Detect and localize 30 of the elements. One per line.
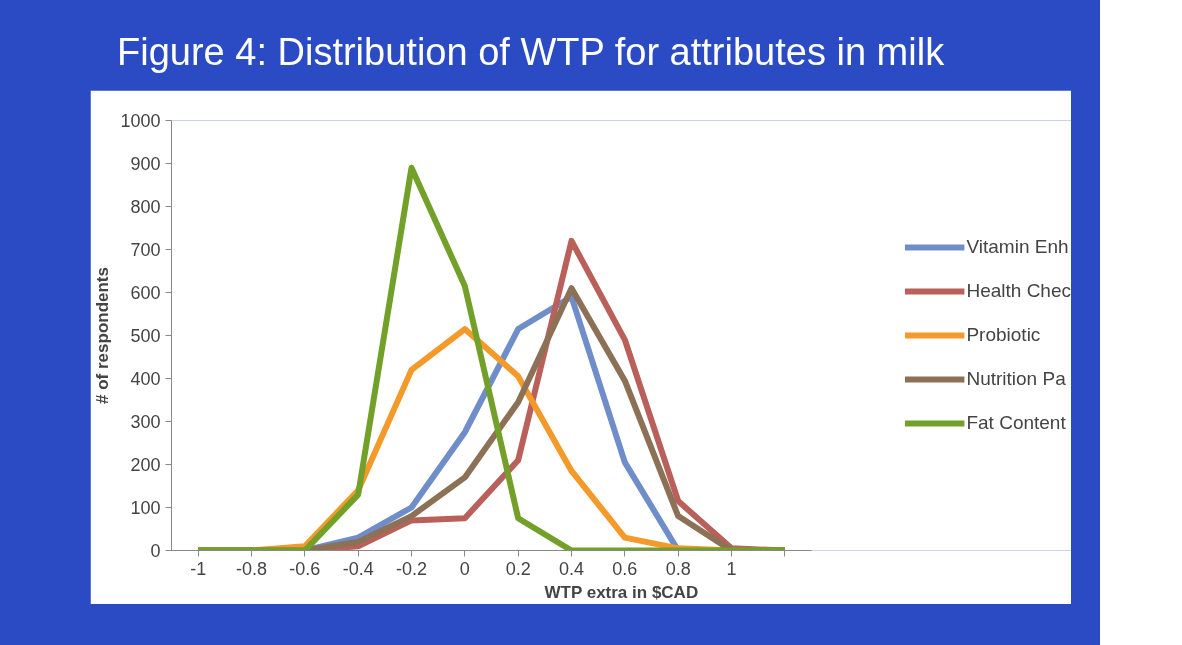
x-tick-label: 1 [726,558,737,579]
x-tick-label: 0.6 [612,558,638,579]
x-tick-label: 0.2 [505,558,531,579]
y-tick-label: 200 [130,455,161,475]
y-tick-label: 600 [130,283,161,303]
x-axis-title: WTP extra in $CAD [544,582,699,602]
y-axis-title: # of respondents [93,267,113,404]
x-tick-label: -0.4 [342,558,374,579]
x-tick-label: 0.4 [558,558,585,579]
y-tick-label: 400 [130,369,161,389]
legend-label: Vitamin Enh [966,236,1069,258]
x-tick-label: -0.2 [395,558,428,579]
y-tick-label: 0 [150,541,161,561]
x-tick-label: -0.6 [289,558,321,579]
legend-label: Health Chec [966,280,1071,302]
legend-label: Fat Content [966,412,1066,434]
legend-label: Probiotic [966,324,1041,346]
y-tick-label: 300 [130,412,161,432]
y-tick-label: 700 [130,240,161,260]
y-tick-label: 500 [130,326,161,346]
x-tick-label: 0.8 [665,558,691,579]
y-tick-label: 900 [130,154,161,174]
y-tick-label: 100 [130,498,161,518]
x-tick-label: -1 [190,558,207,579]
x-tick-label: 0 [459,558,470,579]
legend-label: Nutrition Pa [966,368,1066,390]
x-tick-label: -0.8 [235,558,268,579]
y-tick-label: 1000 [120,111,161,131]
y-tick-label: 800 [130,197,161,217]
chart-title: Figure 4: Distribution of WTP for attributes in milk [117,30,945,75]
